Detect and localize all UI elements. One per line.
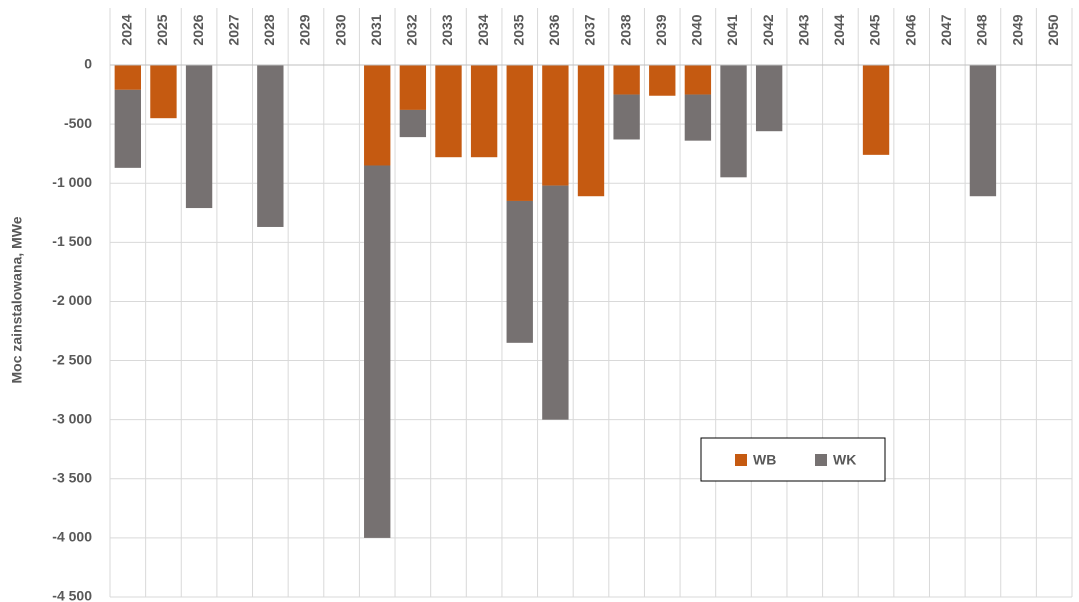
bar-segment (114, 65, 141, 90)
x-tick-label: 2039 (653, 14, 669, 45)
bar-segment (542, 185, 569, 420)
bar-segment (542, 65, 569, 186)
x-tick-label: 2049 (1009, 14, 1025, 45)
legend-swatch (735, 454, 747, 466)
bar-segment (185, 65, 213, 209)
x-tick-label: 2026 (190, 14, 206, 45)
x-tick-label: 2044 (831, 14, 847, 45)
bar-segment (613, 65, 640, 95)
bar-segment (435, 65, 462, 158)
x-tick-label: 2032 (404, 14, 420, 45)
bar-segment (364, 165, 391, 538)
bar-segment (862, 65, 890, 155)
x-tick-label: 2041 (724, 14, 740, 45)
bar-segment (684, 94, 712, 141)
y-tick-label: -4 000 (52, 529, 92, 545)
bar-segment (684, 65, 712, 95)
bar-segment (613, 94, 640, 140)
x-tick-label: 2038 (617, 14, 633, 45)
y-axis-title: Moc zainstalowana, MWe (9, 216, 25, 383)
bar-segment (470, 65, 498, 158)
y-tick-label: -3 000 (52, 410, 92, 426)
x-tick-label: 2025 (154, 14, 170, 45)
x-tick-label: 2035 (510, 14, 526, 45)
bar-segment (506, 65, 533, 201)
y-tick-label: -2 000 (52, 292, 92, 308)
x-tick-label: 2042 (760, 14, 776, 45)
x-tick-label: 2036 (546, 14, 562, 45)
x-tick-label: 2037 (582, 14, 598, 45)
x-tick-label: 2028 (261, 14, 277, 45)
bar-segment (649, 65, 676, 96)
x-tick-label: 2043 (795, 14, 811, 45)
y-tick-label: -3 500 (52, 469, 92, 485)
bar-segment (257, 65, 284, 227)
x-tick-label: 2040 (689, 14, 705, 45)
x-tick-label: 2034 (475, 14, 491, 45)
x-tick-label: 2050 (1045, 14, 1061, 45)
bar-segment (399, 65, 427, 110)
x-tick-label: 2045 (867, 14, 883, 45)
bar-segment (969, 65, 997, 197)
legend-label: WK (833, 452, 856, 468)
x-tick-label: 2033 (439, 14, 455, 45)
bar-segment (577, 65, 605, 197)
bar-segment (755, 65, 783, 132)
x-tick-label: 2048 (974, 14, 990, 45)
x-tick-label: 2030 (332, 14, 348, 45)
legend-box (700, 437, 886, 482)
x-tick-label: 2047 (938, 14, 954, 45)
y-tick-label: -500 (64, 115, 92, 131)
bar-segment (150, 65, 177, 119)
x-tick-label: 2024 (119, 14, 135, 45)
x-tick-label: 2029 (297, 14, 313, 45)
y-tick-label: -2 500 (52, 351, 92, 367)
bar-segment (506, 200, 533, 343)
x-tick-label: 2027 (225, 14, 241, 45)
bar-segment (399, 109, 427, 138)
y-tick-label: 0 (84, 56, 92, 72)
x-tick-label: 2046 (902, 14, 918, 45)
bar-segment (364, 65, 391, 166)
legend-label: WB (753, 452, 776, 468)
bar-segment (720, 65, 747, 178)
legend-swatch (815, 454, 827, 466)
y-tick-label: -4 500 (52, 588, 92, 602)
x-tick-label: 2031 (368, 14, 384, 45)
bar-segment (114, 89, 141, 168)
y-tick-label: -1 500 (52, 233, 92, 249)
y-tick-label: -1 000 (52, 174, 92, 190)
legend: WB WK (700, 437, 886, 482)
